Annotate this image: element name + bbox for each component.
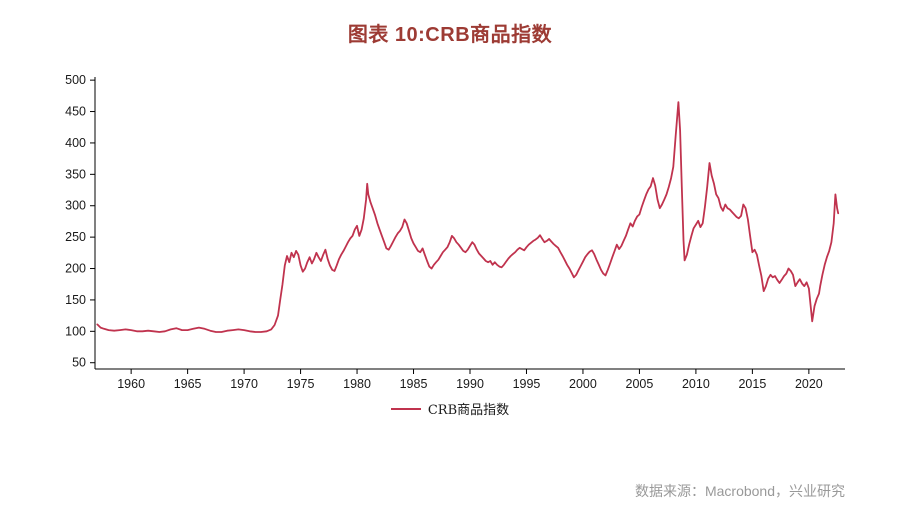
x-tick-label: 2020 [795,377,823,391]
x-tick-label: 1970 [230,377,258,391]
x-tick-label: 1960 [117,377,145,391]
y-tick-label: 50 [72,356,86,370]
y-tick-label: 100 [65,324,86,338]
x-tick-label: 2010 [682,377,710,391]
chart-legend: CRB商品指数 [390,399,510,418]
crb-series-line [96,101,840,333]
y-tick-label: 400 [65,136,86,150]
x-tick-label: 1990 [456,377,484,391]
x-tick-label: 1975 [287,377,315,391]
y-tick-label: 200 [65,262,86,276]
y-tick-label: 500 [65,73,86,87]
chart-area: 50 100 150 200 250 300 350 400 450 500 1960 1965 197… [0,69,900,418]
x-tick-label: 1980 [343,377,371,391]
x-tick-label: 2015 [738,377,766,391]
source-note: 数据来源：Macrobond，兴业研究 [634,483,845,499]
chart-page: 图表 10:CRB商品指数 50 100 150 200 250 300 350 400 450… [0,24,900,499]
x-tick-label: 1985 [400,377,428,391]
y-tick-label: 300 [65,199,86,213]
y-tick-label: 350 [65,167,86,181]
crb-line-chart: 50 100 150 200 250 300 350 400 450 500 1960 1965 197… [65,73,845,391]
x-tick-label: 2000 [569,377,597,391]
x-tick-label: 1965 [174,377,202,391]
y-tick-label: 450 [65,105,86,119]
y-tick-label: 150 [65,293,86,307]
y-tick-label: 250 [65,230,86,244]
legend-label: CRB商品指数 [427,403,510,418]
x-tick-label: 2005 [626,377,654,391]
chart-title: 图表 10:CRB商品指数 [347,24,553,46]
legend-line-swatch [390,407,421,410]
x-tick-label: 1995 [513,377,541,391]
